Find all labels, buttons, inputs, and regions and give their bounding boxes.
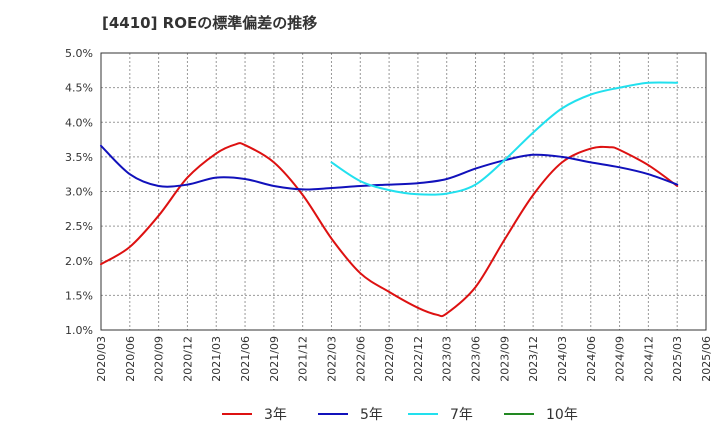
x-tick-label: 2024/06 (585, 336, 598, 382)
plot-background (101, 53, 706, 330)
x-tick-label: 2023/03 (441, 336, 454, 382)
x-tick-label: 2023/12 (527, 336, 540, 382)
x-tick-label: 2022/12 (412, 336, 425, 382)
series-line-3 (330, 81, 679, 196)
y-tick-label: 2.0% (65, 255, 93, 268)
chart-title: [4410] ROEの標準偏差の推移 (102, 14, 318, 32)
y-tick-label: 4.0% (65, 116, 93, 129)
legend-label-1: 3年 (264, 407, 287, 423)
x-tick-label: 2023/09 (498, 336, 511, 382)
x-tick-label: 2022/06 (354, 336, 367, 382)
y-tick-label: 2.5% (65, 220, 93, 233)
x-tick-label: 2022/03 (325, 336, 338, 382)
y-tick-label: 5.0% (65, 47, 93, 60)
series-line-1 (100, 142, 679, 318)
x-tick-label: 2020/12 (181, 336, 194, 382)
x-tick-label: 2024/03 (556, 336, 569, 382)
x-tick-label: 2023/06 (470, 336, 483, 382)
x-tick-label: 2020/06 (124, 336, 137, 382)
y-tick-label: 1.5% (65, 289, 93, 302)
x-tick-label: 2020/03 (95, 336, 108, 382)
x-tick-label: 2024/12 (642, 336, 655, 382)
y-axis: 1.0% 1.5% 2.0% 2.5% 3.0% 3.5% 4.0% 4.5% 5.0% (65, 47, 93, 337)
y-tick-label: 3.0% (65, 186, 93, 199)
legend-label-4: 10年 (546, 407, 578, 423)
x-axis: 2020/03 2020/06 2020/09 2020/12 2021/03 2021/… (95, 336, 713, 382)
x-tick-label: 2024/09 (614, 336, 627, 382)
x-tick-label: 2021/12 (297, 336, 310, 382)
y-tick-label: 1.0% (65, 324, 93, 337)
y-tick-label: 4.5% (65, 82, 93, 95)
x-tick-label: 2025/06 (700, 336, 713, 382)
x-tick-label: 2021/06 (239, 336, 252, 382)
x-tick-label: 2021/03 (210, 336, 223, 382)
legend-label-3: 7年 (450, 407, 473, 423)
plot-border (100, 52, 707, 331)
x-tick-label: 2025/03 (671, 336, 684, 382)
x-tick-label: 2020/09 (153, 336, 166, 382)
legend: 3年 5年 7年 10年 (222, 407, 578, 423)
y-tick-label: 3.5% (65, 151, 93, 164)
x-tick-label: 2022/09 (383, 336, 396, 382)
x-tick-label: 2021/09 (268, 336, 281, 382)
series-lines (100, 81, 679, 318)
legend-label-2: 5年 (360, 407, 383, 423)
series-line-2 (100, 144, 679, 191)
